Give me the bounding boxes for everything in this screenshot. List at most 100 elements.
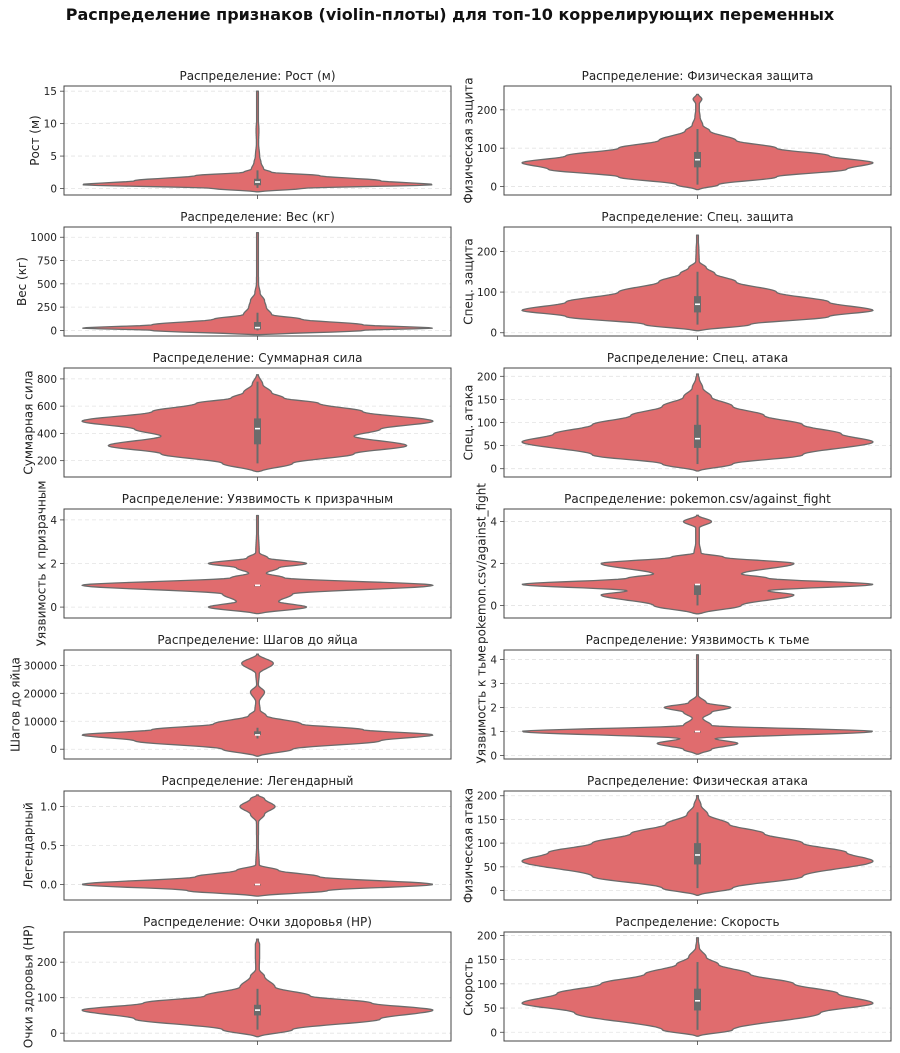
- y-tick-label: 1.0: [40, 802, 57, 814]
- subplot-title: Распределение: Рост (м): [179, 69, 335, 83]
- y-tick-label: 20000: [24, 688, 57, 700]
- y-axis-label: Физическая защита: [462, 77, 476, 203]
- y-tick-label: 4: [50, 515, 57, 527]
- y-axis-label: pokemon.csv/against_fight: [475, 483, 489, 644]
- y-tick-label: 0: [490, 464, 497, 476]
- y-axis-label: Суммарная сила: [22, 370, 36, 474]
- subplot-title: Распределение: Спец. атака: [607, 351, 788, 365]
- y-axis-label: Очки здоровья (HP): [22, 925, 36, 1048]
- y-axis-label: Уязвимость к тьме: [475, 645, 489, 763]
- iqr-box: [694, 988, 701, 1011]
- y-tick-label: 600: [37, 401, 57, 413]
- y-tick-label: 100: [477, 287, 497, 299]
- subplot-title: Распределение: Физическая защита: [582, 69, 814, 83]
- y-tick-label: 150: [477, 394, 497, 406]
- iqr-box: [254, 322, 261, 330]
- violin-body: [81, 938, 434, 1038]
- y-axis-label: Спец. атака: [462, 385, 476, 461]
- y-tick-label: 0: [50, 1028, 57, 1040]
- y-tick-label: 100: [477, 838, 497, 850]
- y-tick-label: 0: [50, 184, 57, 196]
- violin-body: [522, 654, 873, 755]
- subplot-title: Распределение: Вес (кг): [180, 210, 335, 224]
- violin-body: [521, 514, 874, 615]
- y-tick-label: 1: [490, 726, 497, 738]
- subplot-title: Распределение: Суммарная сила: [153, 351, 363, 365]
- y-axis-label: Рост (м): [28, 115, 42, 165]
- y-axis-label: Физическая атака: [462, 788, 476, 903]
- y-axis-label: Легендарный: [22, 802, 36, 888]
- y-tick-label: 200: [477, 791, 497, 803]
- subplot-1: 0 5 10 15 Распределение: Рост (м) Рост (м): [28, 69, 452, 199]
- y-tick-label: 50: [484, 441, 497, 453]
- subplot-12: 0 50 100 150 200 Распределение: Физическая ат…: [462, 774, 892, 904]
- y-tick-label: 100: [477, 143, 497, 155]
- subplot-title: Распределение: Шагов до яйца: [157, 633, 357, 647]
- subplot-9: 0 10000 20000 30000 Распределение: Шагов до …: [9, 633, 452, 763]
- subplot-title: Распределение: Легендарный: [162, 774, 354, 788]
- violin-body: [81, 514, 434, 615]
- y-tick-label: 3: [490, 679, 497, 691]
- y-tick-label: 200: [37, 456, 57, 468]
- y-tick-label: 150: [477, 955, 497, 967]
- y-tick-label: 4: [490, 517, 497, 529]
- y-tick-label: 4: [490, 655, 497, 667]
- subplot-13: 0 100 200 Распределение: Очки здоровья (HP)…: [22, 915, 452, 1048]
- subplot-8: 0 2 4 Распределение: pokemon.csv/against_fi…: [475, 483, 892, 644]
- iqr-box: [694, 584, 701, 595]
- y-tick-label: 100: [477, 979, 497, 991]
- y-tick-label: 200: [37, 957, 57, 969]
- y-tick-label: 200: [477, 246, 497, 258]
- y-tick-label: 400: [37, 428, 57, 440]
- y-tick-label: 0: [490, 886, 497, 898]
- violin-body: [81, 794, 434, 897]
- y-tick-label: 0: [50, 602, 57, 614]
- iqr-box: [254, 418, 261, 445]
- y-tick-label: 0: [490, 1027, 497, 1039]
- y-tick-label: 10000: [24, 716, 57, 728]
- subplot-6: 0 50 100 150 200 Распределение: Спец. атака Сп…: [462, 351, 892, 481]
- subplot-10: 0 1 2 3 4 Распределение: Уязвимость к тьме Уяз…: [475, 633, 892, 764]
- iqr-box: [254, 731, 261, 735]
- y-tick-label: 50: [484, 862, 497, 874]
- y-axis-label: Уязвимость к призрачным: [35, 481, 49, 647]
- subplot-title: Распределение: Физическая атака: [587, 774, 808, 788]
- y-tick-label: 5: [50, 151, 57, 163]
- y-tick-label: 100: [37, 993, 57, 1005]
- y-tick-label: 150: [477, 814, 497, 826]
- y-tick-label: 0.5: [40, 841, 57, 853]
- y-tick-label: 30000: [24, 660, 57, 672]
- y-tick-label: 100: [477, 418, 497, 430]
- subplot-2: 0 100 200 Распределение: Физическая защита Ф…: [462, 69, 892, 204]
- y-tick-label: 0: [490, 182, 497, 194]
- subplot-title: Распределение: Спец. защита: [601, 210, 793, 224]
- y-axis-label: Вес (кг): [15, 257, 29, 306]
- y-tick-label: 10: [44, 119, 57, 131]
- y-tick-label: 50: [484, 1003, 497, 1015]
- y-axis-label: Шагов до яйца: [9, 657, 23, 752]
- y-tick-label: 200: [477, 371, 497, 383]
- iqr-box: [694, 843, 701, 865]
- subplot-5: 200 400 600 800 Распределение: Суммарная сил…: [22, 351, 452, 481]
- subplot-11: 0.0 0.5 1.0 Распределение: Легендарный Леген…: [22, 774, 452, 904]
- subplot-7: 0 2 4 Распределение: Уязвимость к призрачны…: [35, 481, 452, 647]
- y-tick-label: 2: [490, 559, 497, 571]
- y-tick-label: 0: [490, 600, 497, 612]
- figure-title: Распределение признаков (violin-плоты) д…: [65, 5, 835, 24]
- subplot-title: Распределение: Очки здоровья (HP): [143, 915, 372, 929]
- subplot-title: Распределение: Уязвимость к призрачным: [122, 492, 393, 506]
- y-tick-label: 0: [50, 325, 57, 337]
- subplot-4: 0 100 200 Распределение: Спец. защита Спец. …: [462, 210, 892, 340]
- y-tick-label: 0: [50, 744, 57, 756]
- subplot-title: Распределение: Уязвимость к тьме: [586, 633, 810, 647]
- subplot-title: Распределение: Скорость: [615, 915, 779, 929]
- iqr-box: [694, 424, 701, 448]
- y-axis-label: Спец. защита: [462, 238, 476, 325]
- violin-body: [82, 231, 433, 336]
- y-tick-label: 200: [477, 105, 497, 117]
- y-tick-label: 0.0: [40, 879, 57, 891]
- y-axis-label: Скорость: [462, 957, 476, 1016]
- y-tick-label: 200: [477, 930, 497, 942]
- violin-body: [81, 653, 434, 757]
